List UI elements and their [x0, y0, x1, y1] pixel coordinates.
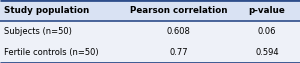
Text: Fertile controls (n=50): Fertile controls (n=50)	[4, 48, 98, 57]
Bar	[0, 21, 300, 63]
Text: 0.594: 0.594	[255, 48, 279, 57]
Text: Pearson correlation: Pearson correlation	[130, 6, 227, 15]
Text: 0.77: 0.77	[169, 48, 188, 57]
Text: p-value: p-value	[249, 6, 285, 15]
Text: Study population: Study population	[4, 6, 89, 15]
Bar	[0, 0, 300, 21]
Text: 0.06: 0.06	[258, 27, 276, 36]
Text: 0.608: 0.608	[167, 27, 191, 36]
Text: Subjects (n=50): Subjects (n=50)	[4, 27, 71, 36]
